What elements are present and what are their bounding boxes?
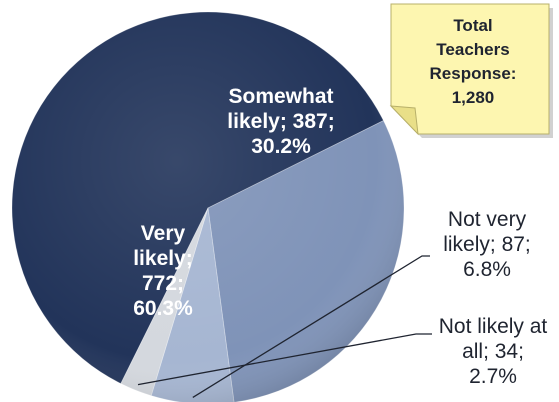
note-box	[390, 3, 550, 135]
slice-label-very-likely: Very likely; 772; 60.3%	[133, 222, 193, 320]
total-label: Total Teachers Response: 1,280	[430, 16, 517, 107]
slice-label-not-very-likely: Not very likely; 87; 6.8%	[443, 208, 531, 281]
note-fold	[389, 105, 419, 136]
leader-lines	[137, 255, 432, 398]
leader-line-not-likely-at-all	[137, 333, 432, 386]
slice-labels: Very likely; 772; 60.3% Somewhat likely; 387;…	[133, 85, 547, 388]
leader-line-not-very-likely	[192, 255, 430, 398]
slice-label-not-likely-at-all: Not likely at all; 34; 2.7%	[439, 315, 548, 388]
slice-label-somewhat-likely: Somewhat likely; 387; 30.2%	[227, 85, 334, 158]
pie-slices	[11, 11, 405, 402]
total-note: Total Teachers Response: 1,280	[389, 3, 553, 138]
